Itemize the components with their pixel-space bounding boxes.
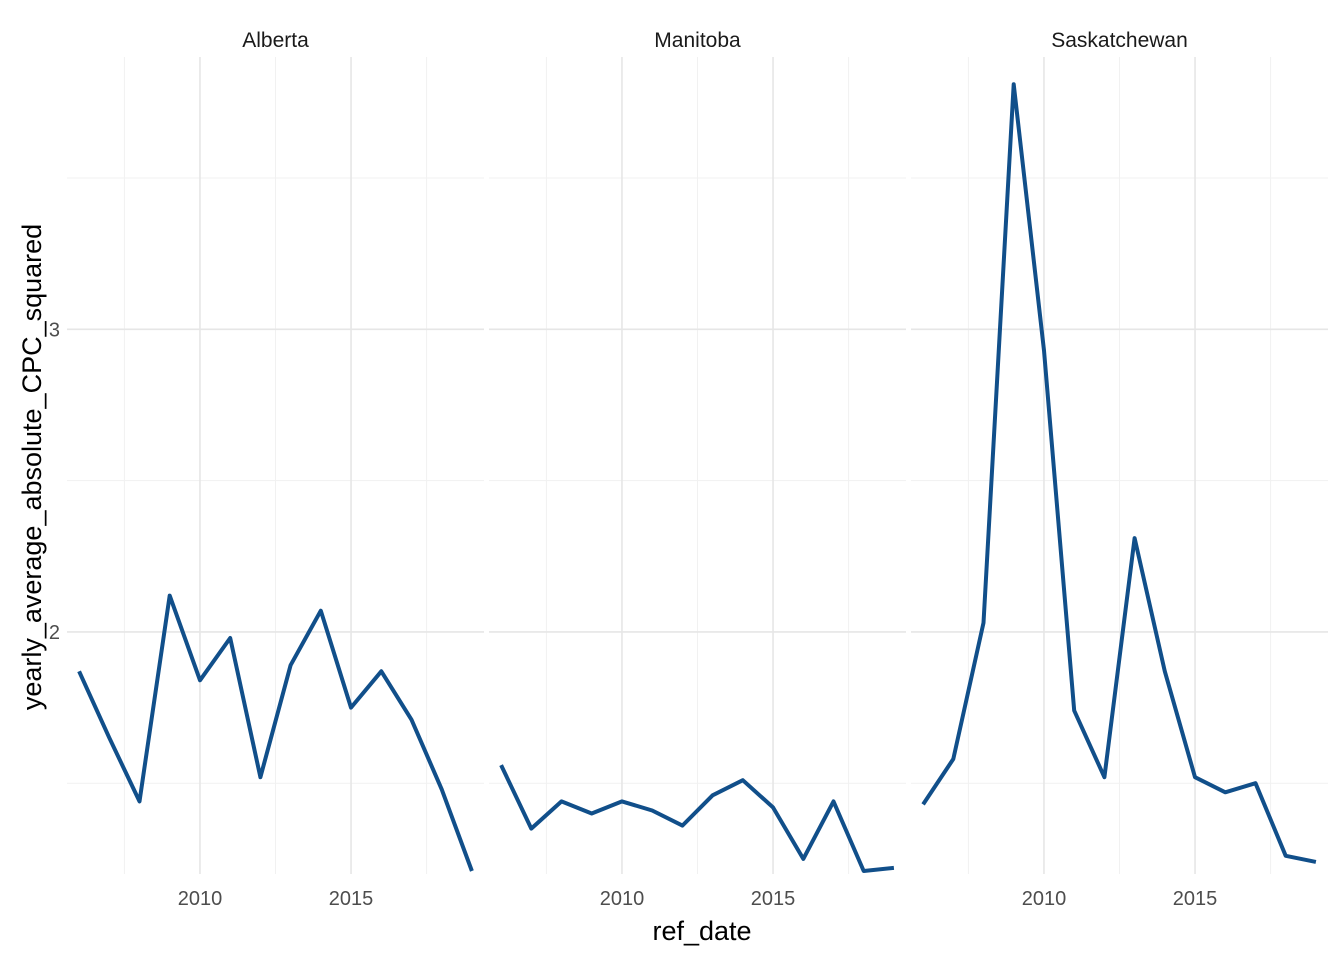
- x-tick-label: 2010: [1022, 888, 1067, 910]
- series-line-alberta: [77, 593, 474, 872]
- panel-strip-label: Manitoba: [654, 29, 741, 52]
- panel-manitoba: Manitoba 2010 2015: [489, 29, 906, 910]
- y-axis-title: yearly_average_absolute_CPC_squared: [17, 224, 47, 710]
- y-tick-label: 3: [49, 319, 60, 341]
- x-axis-title: ref_date: [652, 916, 751, 946]
- y-tick-label: 2: [49, 622, 60, 644]
- panel-alberta: Alberta 2010 2015 2 3: [49, 29, 484, 910]
- panel-strip-label: Saskatchewan: [1051, 29, 1188, 52]
- panel-strip-label: Alberta: [242, 29, 309, 52]
- x-tick-label: 2015: [751, 888, 796, 910]
- series-line-manitoba: [499, 764, 895, 873]
- x-tick-label: 2010: [178, 888, 223, 910]
- x-tick-label: 2015: [1173, 888, 1218, 910]
- x-tick-label: 2015: [329, 888, 374, 910]
- x-tick-label: 2010: [600, 888, 645, 910]
- series-line-saskatchewan: [921, 82, 1317, 864]
- panel-saskatchewan: Saskatchewan 2010 2015: [911, 29, 1328, 910]
